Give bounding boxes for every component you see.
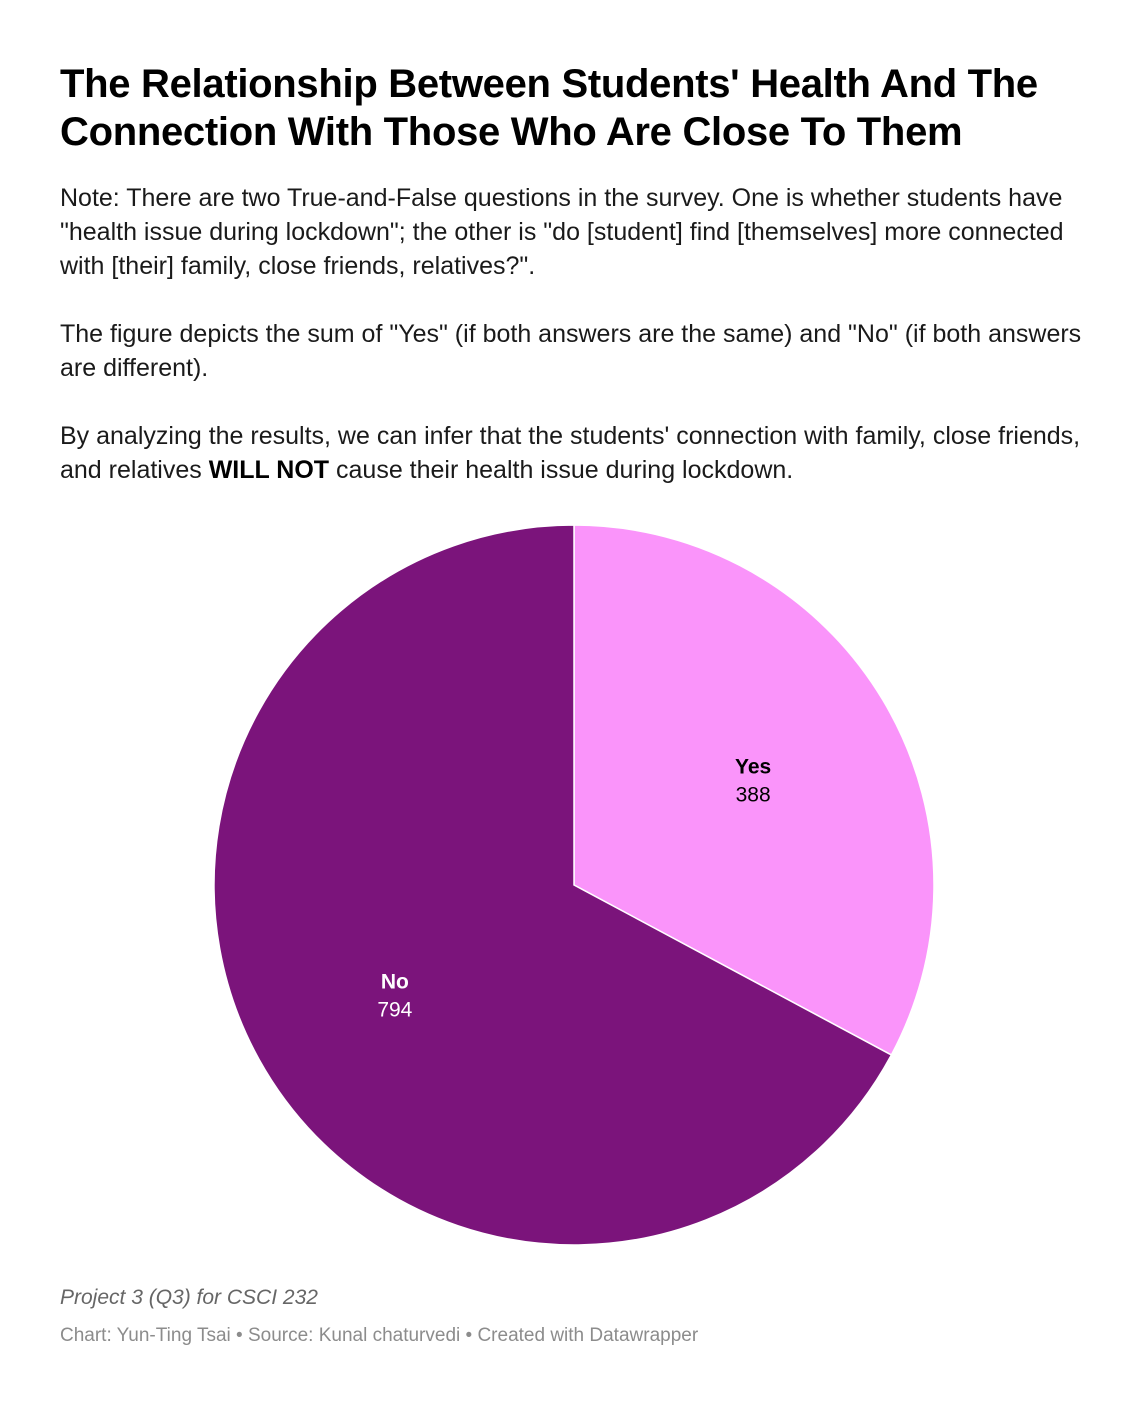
- description-method: The figure depicts the sum of "Yes" (if …: [60, 320, 1082, 382]
- chart-title: The Relationship Between Students' Healt…: [60, 62, 1038, 154]
- pie-slice-no: [213, 524, 893, 1246]
- conclusion-text-start: By analyzing the results, we can infer t…: [60, 422, 1081, 484]
- conclusion-text-end: cause their health issue during lockdown…: [329, 456, 794, 484]
- chart-footer: Chart: Yun-Ting Tsai • Source: Kunal cha…: [60, 1325, 699, 1346]
- slice-label-yes: Yes: [735, 756, 771, 779]
- description-conclusion: By analyzing the results, we can infer t…: [60, 419, 1110, 487]
- slice-value-no: 794: [377, 998, 412, 1021]
- slice-label-no: No: [381, 970, 409, 993]
- chart-note: Project 3 (Q3) for CSCI 232: [60, 1286, 318, 1309]
- description-note: Note: There are two True-and-False quest…: [60, 184, 1064, 280]
- conclusion-emphasis: WILL NOT: [208, 456, 330, 484]
- pie-slice-yes: [573, 524, 935, 1056]
- slice-value-yes: 388: [736, 784, 771, 807]
